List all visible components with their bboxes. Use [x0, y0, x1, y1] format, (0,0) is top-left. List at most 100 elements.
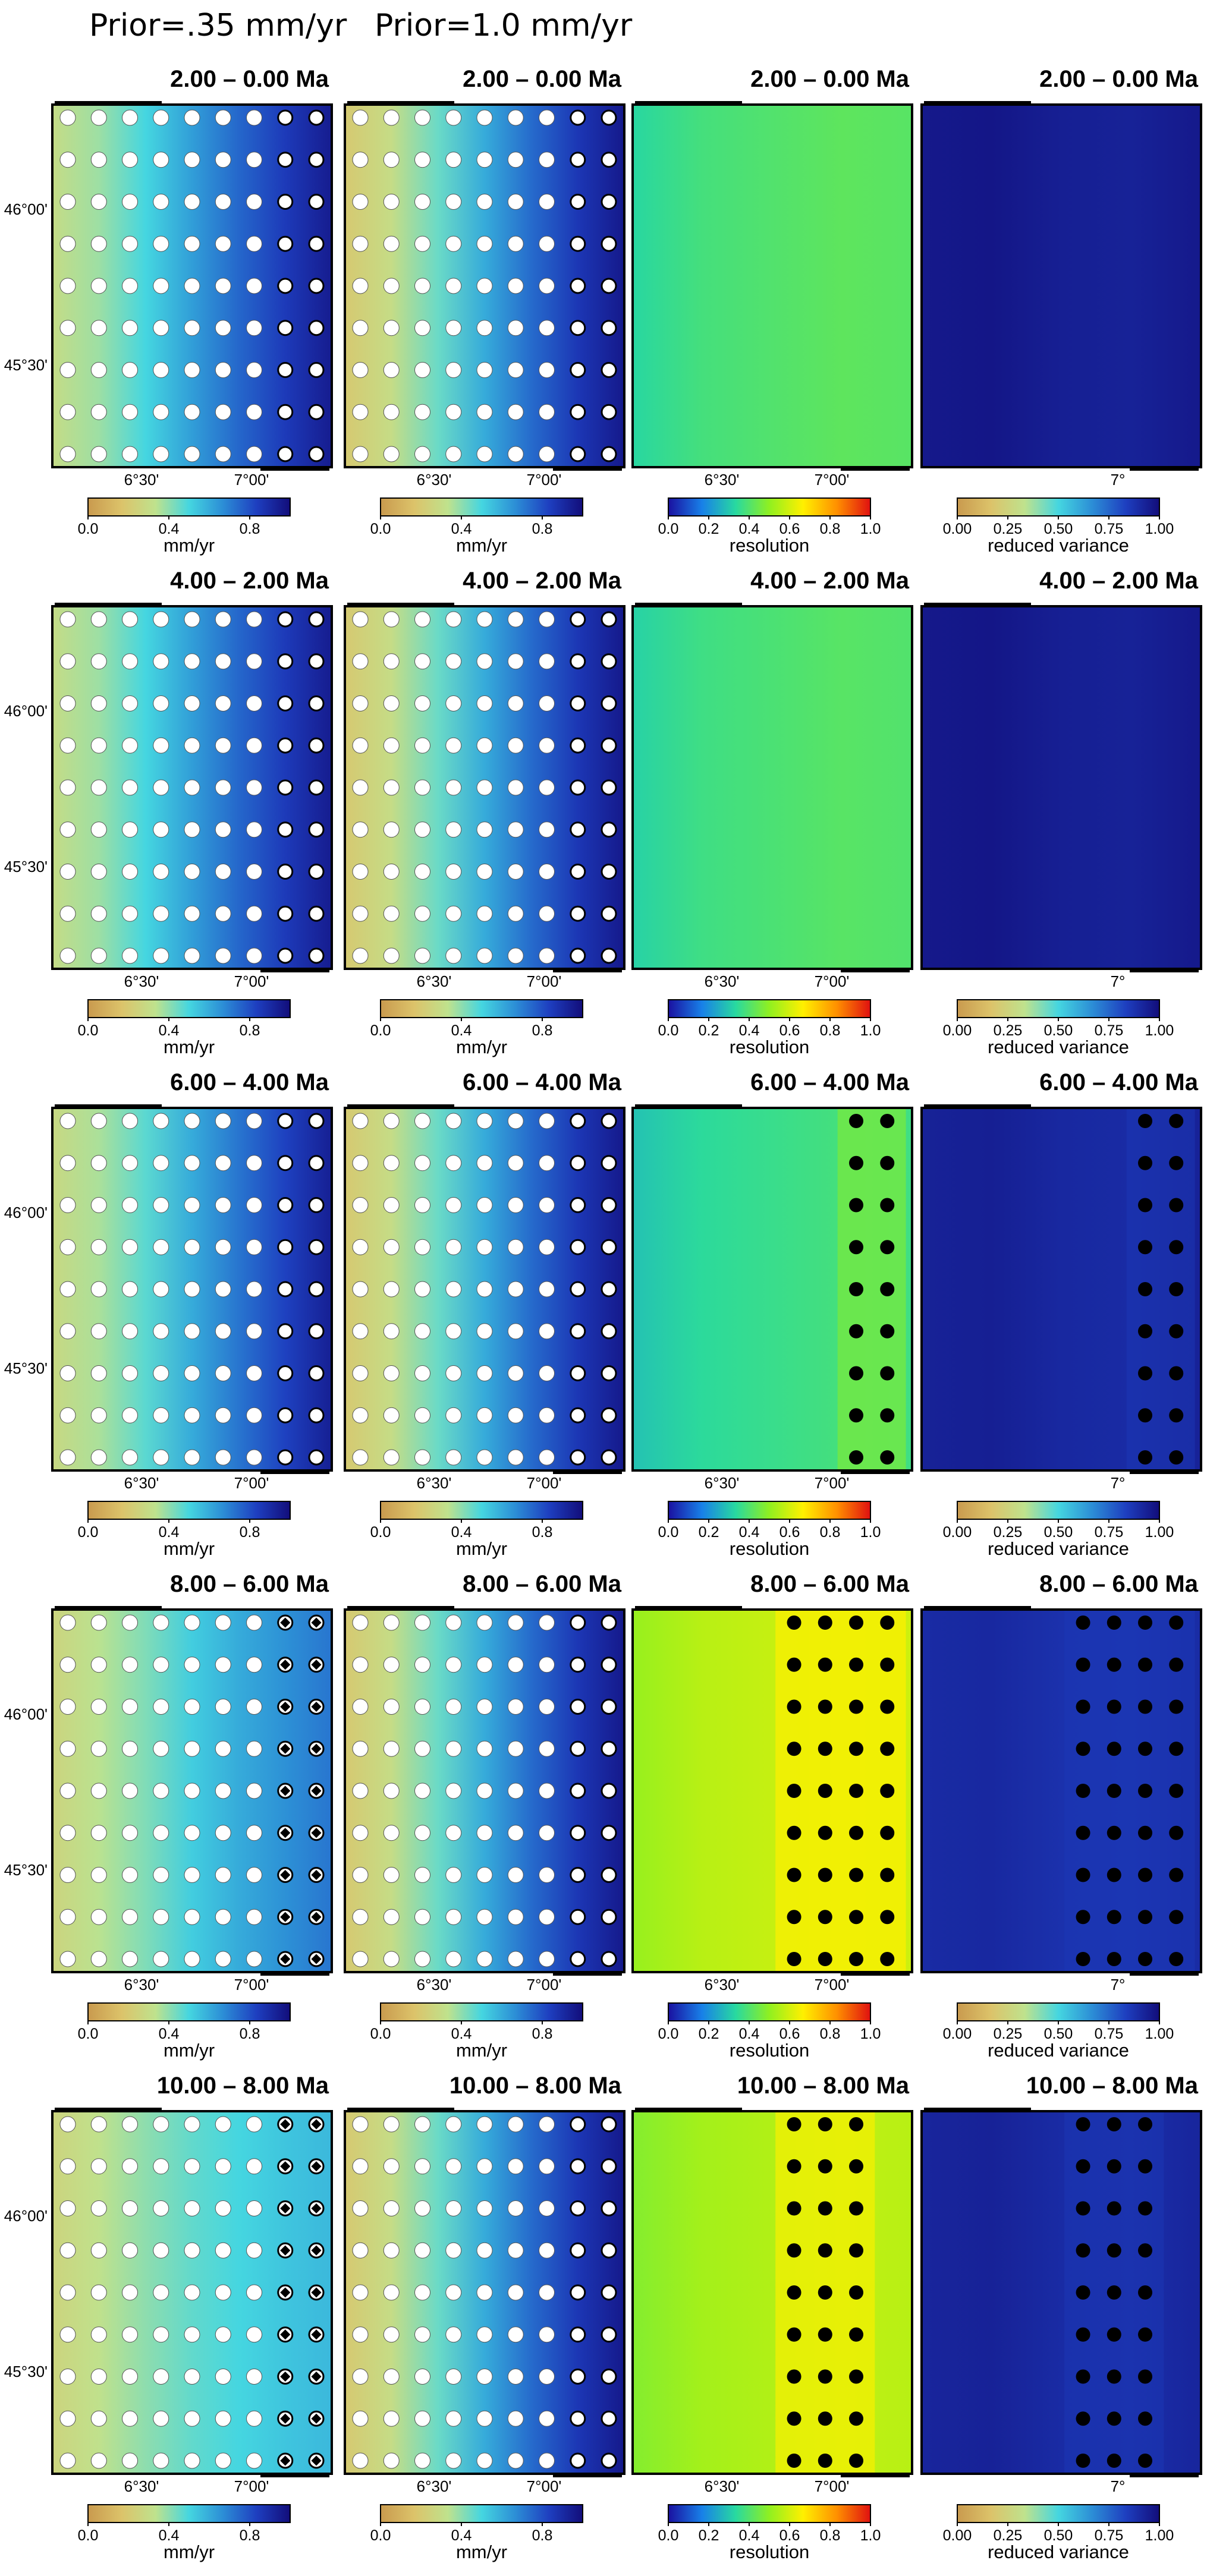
station-marker [184, 1449, 200, 1466]
colorbar-tick-label: 0.50 [1044, 1022, 1073, 1039]
map-frame [344, 605, 625, 970]
lon-tick-label: 7°00' [815, 972, 850, 990]
station-marker [308, 1197, 325, 1213]
station-arrow [311, 2372, 322, 2382]
station-marker [539, 2284, 555, 2301]
station-marker [246, 737, 262, 754]
station-marker [352, 1113, 369, 1129]
station-marker [570, 2369, 586, 2385]
colorbar-velocity: 0.0 0.4 0.8 mm/yr [78, 497, 291, 556]
station-marker [184, 2369, 200, 2385]
station-marker [352, 2242, 369, 2259]
station-marker [215, 194, 231, 210]
station-marker [445, 1783, 462, 1799]
station-marker [246, 1323, 262, 1340]
station-marker [539, 2410, 555, 2427]
station-marker [59, 2326, 76, 2343]
colorbar-label: mm/yr [164, 535, 215, 556]
station-marker [59, 695, 76, 711]
station-marker [184, 2326, 200, 2343]
control-point [1169, 1825, 1184, 1840]
control-point [1076, 1615, 1090, 1630]
station-marker [277, 109, 294, 126]
station-marker [476, 1867, 493, 1883]
control-point [787, 1699, 801, 1714]
map-frame [51, 1107, 333, 1472]
control-point [849, 1868, 863, 1882]
station-marker [122, 653, 138, 670]
colorbar-tick-label: 0.50 [1044, 2026, 1073, 2042]
colorbar-tick-label: 0.6 [779, 1524, 800, 1541]
station-marker [246, 152, 262, 168]
station-marker [153, 1449, 169, 1466]
colorbar-tick-label: 0.75 [1095, 1022, 1124, 1039]
station-marker [246, 1699, 262, 1715]
station-marker [246, 1155, 262, 1172]
colorbar-label: resolution [730, 1538, 809, 1559]
station-marker [90, 362, 107, 378]
station-marker [90, 737, 107, 754]
station-marker [215, 2158, 231, 2175]
control-point [1138, 2201, 1152, 2216]
colorbar-tick-label: 1.00 [1145, 2026, 1174, 2042]
map-frame [344, 1608, 625, 1973]
station-marker [414, 278, 430, 294]
station-marker [352, 1281, 369, 1298]
station-marker [184, 947, 200, 964]
control-point [1138, 1366, 1152, 1381]
frame-scale-bar [1130, 467, 1199, 471]
station-marker [308, 320, 325, 336]
station-arrow [311, 2203, 322, 2213]
station-marker [277, 1449, 294, 1466]
station-arrow [311, 2161, 322, 2172]
station-marker [215, 1155, 231, 1172]
lon-tick-label: 7°00' [234, 2477, 269, 2495]
station-marker [507, 779, 524, 796]
station-marker [601, 821, 617, 838]
control-point [787, 2243, 801, 2258]
lat-tick-label: 45°30' [4, 356, 48, 374]
station-marker [570, 235, 586, 252]
station-marker [445, 2284, 462, 2301]
control-point [880, 1155, 895, 1170]
colorbar-tick-label: 0.0 [78, 2026, 99, 2042]
station-marker [414, 2116, 430, 2133]
frame-scale-bar [924, 603, 1031, 606]
control-point [849, 1742, 863, 1756]
station-marker [570, 1909, 586, 1925]
station-marker [445, 864, 462, 880]
control-point [849, 1366, 863, 1381]
station-marker [601, 404, 617, 420]
colorbar-label: mm/yr [456, 2542, 507, 2562]
station-marker [539, 1657, 555, 1673]
station-marker [184, 2410, 200, 2427]
station-marker [476, 1365, 493, 1381]
station-marker [507, 1407, 524, 1424]
control-point [1076, 2411, 1090, 2426]
lon-tick-label: 7°00' [234, 1474, 269, 1492]
control-point [1169, 1408, 1184, 1423]
station-marker [153, 1281, 169, 1298]
station-marker [153, 1740, 169, 1757]
control-point [1138, 1784, 1152, 1798]
station-marker [122, 109, 138, 126]
control-point [1076, 2454, 1090, 2468]
station-marker [277, 404, 294, 420]
station-marker [539, 446, 555, 462]
header-prior-035: Prior=.35 mm/yr [89, 8, 347, 43]
colorbar-ramp [380, 2002, 583, 2021]
station-marker [122, 1449, 138, 1466]
header-prior-10: Prior=1.0 mm/yr [375, 8, 633, 43]
station-marker [352, 1407, 369, 1424]
station-marker [122, 1657, 138, 1673]
map-frame [920, 605, 1202, 970]
station-marker [414, 1113, 430, 1129]
station-marker [122, 2158, 138, 2175]
station-marker [601, 1449, 617, 1466]
colorbar-tick-label: 0.8 [532, 521, 553, 537]
frame-scale-bar [347, 2108, 454, 2111]
frame-scale-bar [924, 1104, 1031, 1108]
station-marker [246, 362, 262, 378]
station-marker [90, 2284, 107, 2301]
station-marker [507, 1699, 524, 1715]
